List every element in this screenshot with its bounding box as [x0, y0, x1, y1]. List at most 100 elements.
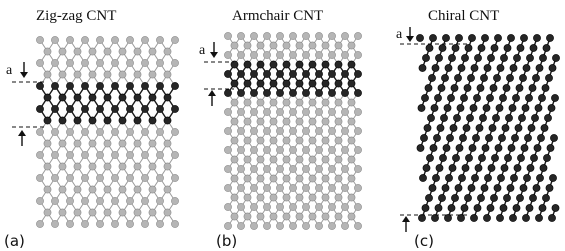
atom	[450, 124, 457, 131]
atom	[419, 64, 426, 71]
atom	[504, 154, 511, 161]
atom	[328, 32, 335, 39]
atom	[111, 151, 118, 158]
atom	[471, 64, 478, 71]
atom	[483, 104, 490, 111]
atom	[66, 36, 73, 43]
atom	[429, 184, 436, 191]
atom	[348, 156, 355, 163]
atom	[445, 174, 452, 181]
atom	[465, 44, 472, 51]
atom	[276, 70, 283, 77]
atom	[149, 71, 156, 78]
atom	[461, 54, 468, 61]
atom	[89, 186, 96, 193]
atom	[435, 204, 442, 211]
atom	[496, 214, 503, 221]
atom	[423, 164, 430, 171]
atom	[460, 94, 467, 101]
atom	[526, 204, 533, 211]
atom	[263, 222, 270, 229]
atom	[89, 117, 96, 124]
atom	[119, 71, 126, 78]
atom	[44, 94, 51, 101]
atom	[283, 156, 290, 163]
atom	[522, 104, 529, 111]
atom	[250, 184, 257, 191]
atom	[531, 114, 538, 121]
atom	[119, 209, 126, 216]
atom	[237, 146, 244, 153]
atom	[464, 84, 471, 91]
atom	[309, 194, 316, 201]
atom	[454, 74, 461, 81]
atom	[348, 61, 355, 68]
atom	[89, 48, 96, 55]
atom	[81, 105, 88, 112]
atom	[96, 220, 103, 227]
atom	[535, 104, 542, 111]
atom	[497, 174, 504, 181]
atom	[270, 42, 277, 49]
atom	[296, 80, 303, 87]
atom	[499, 94, 506, 101]
lattice-marker: a	[396, 27, 403, 42]
atom	[315, 165, 322, 172]
atom	[257, 61, 264, 68]
atom	[354, 127, 361, 134]
atom	[335, 194, 342, 201]
atom	[478, 154, 485, 161]
atom	[81, 82, 88, 89]
atom	[283, 194, 290, 201]
atom	[276, 222, 283, 229]
atom	[302, 222, 309, 229]
atom	[111, 59, 118, 66]
atom	[432, 64, 439, 71]
atom	[96, 151, 103, 158]
atom	[542, 194, 549, 201]
atom	[348, 194, 355, 201]
atom	[511, 134, 518, 141]
atom	[315, 222, 322, 229]
atom	[322, 42, 329, 49]
atom	[465, 154, 472, 161]
atom	[483, 214, 490, 221]
atom	[522, 214, 529, 221]
atom	[552, 204, 559, 211]
atom	[250, 51, 257, 58]
atom	[296, 99, 303, 106]
atom	[44, 140, 51, 147]
atom	[96, 36, 103, 43]
atom	[468, 184, 475, 191]
atom	[491, 154, 498, 161]
atom	[141, 220, 148, 227]
atom	[81, 36, 88, 43]
atom	[141, 105, 148, 112]
atom	[419, 174, 426, 181]
arrow-head	[406, 36, 414, 42]
atom	[482, 144, 489, 151]
atom	[440, 114, 447, 121]
atom	[51, 105, 58, 112]
atom	[341, 108, 348, 115]
atom	[263, 165, 270, 172]
atom	[119, 186, 126, 193]
atom	[74, 71, 81, 78]
atom	[141, 174, 148, 181]
atom	[421, 94, 428, 101]
atom	[257, 175, 264, 182]
atom	[494, 184, 501, 191]
atom	[422, 54, 429, 61]
atom	[517, 154, 524, 161]
atom	[51, 59, 58, 66]
atom	[539, 204, 546, 211]
panel-label: (c)	[414, 232, 434, 250]
atom	[500, 204, 507, 211]
atom	[536, 174, 543, 181]
atom	[424, 124, 431, 131]
atom	[302, 108, 309, 115]
atom	[224, 89, 231, 96]
atom	[66, 59, 73, 66]
atom	[156, 82, 163, 89]
atom	[263, 184, 270, 191]
